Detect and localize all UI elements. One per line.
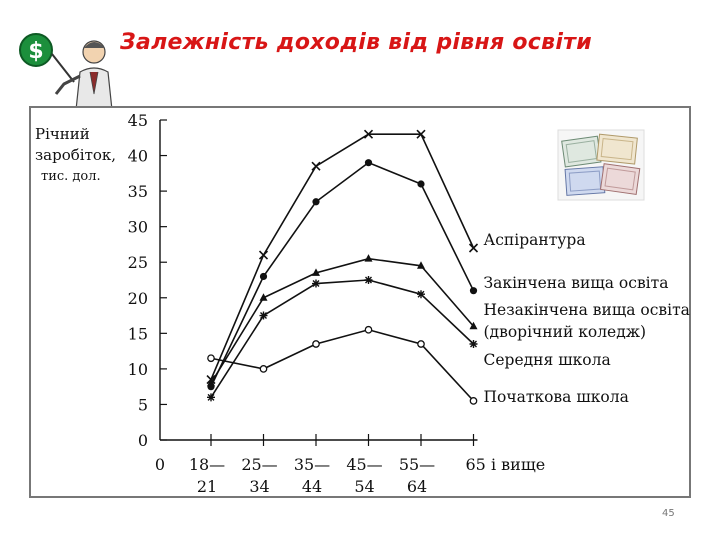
series-label-1: Аспірантура <box>484 231 586 249</box>
x-tick-label-bottom: 54 <box>354 477 374 496</box>
x-tick-label-top: 45— <box>346 455 382 474</box>
data-point-series-1 <box>258 250 269 260</box>
y-tick-label: 35 <box>128 182 148 201</box>
page-number: 45 <box>662 508 675 519</box>
series-label-3: Незакінчена вища освіта <box>484 301 690 319</box>
data-point-series-5 <box>312 340 320 348</box>
data-point-series-1 <box>363 129 374 139</box>
data-point-series-2 <box>417 180 425 188</box>
series-line-3 <box>210 257 475 384</box>
data-point-series-2 <box>469 287 478 295</box>
data-point-series-4 <box>469 340 478 348</box>
data-point-series-3 <box>259 293 268 301</box>
data-point-series-3 <box>417 261 425 269</box>
data-point-series-3 <box>364 254 373 262</box>
data-point-series-3 <box>469 321 478 330</box>
x-tick-label-top: 65 і вище <box>466 455 546 474</box>
y-axis-label-line-2: заробіток, <box>35 146 117 164</box>
x-tick-label-top: 0 <box>155 455 165 474</box>
data-point-series-4 <box>364 276 373 284</box>
x-tick-label-bottom: 21 <box>197 477 217 496</box>
data-point-series-4 <box>207 393 215 402</box>
y-tick-label: 10 <box>128 360 148 379</box>
slide-title: Залежність доходів від рівня освіти <box>120 30 592 55</box>
series-label-2: Закінчена вища освіта <box>484 274 669 292</box>
y-axis-label: Річний заробіток, тис. дол. <box>35 124 125 187</box>
y-tick-label: 0 <box>138 431 148 450</box>
y-axis-label-unit: тис. дол. <box>41 169 101 184</box>
y-tick-label: 30 <box>128 218 148 237</box>
diplomas-image <box>557 129 645 201</box>
y-tick-label: 25 <box>128 253 148 272</box>
data-point-series-1 <box>468 243 479 253</box>
data-point-series-5 <box>207 354 215 363</box>
x-tick-label-top: 35— <box>294 455 330 474</box>
y-axis-label-line-1: Річний <box>35 125 90 143</box>
data-point-series-2 <box>312 198 320 206</box>
y-tick-label: 40 <box>128 147 148 166</box>
x-tick-label-bottom: 44 <box>302 477 322 496</box>
y-tick-label: 45 <box>128 111 148 130</box>
y-tick-label: 15 <box>128 324 148 343</box>
data-point-series-5 <box>364 325 373 334</box>
series-line-1 <box>210 133 475 380</box>
data-point-series-4 <box>312 279 320 288</box>
dollar-sign: $ <box>28 39 43 64</box>
series-line-2 <box>210 161 475 388</box>
y-tick-label: 20 <box>128 289 148 308</box>
data-point-series-5 <box>417 340 425 348</box>
x-tick-label-top: 25— <box>241 455 277 474</box>
data-point-series-1 <box>416 129 426 139</box>
data-point-series-3 <box>312 268 320 276</box>
series-line-5 <box>210 328 475 402</box>
x-tick-label-bottom: 34 <box>249 477 269 496</box>
series-label-4: Середня школа <box>484 351 611 369</box>
data-point-series-2 <box>259 272 268 281</box>
x-tick-label-bottom: 64 <box>407 477 427 496</box>
y-tick-label: 5 <box>138 395 148 414</box>
data-point-series-4 <box>259 311 268 320</box>
data-point-series-4 <box>417 290 425 299</box>
data-point-series-3 <box>207 378 215 387</box>
data-point-series-1 <box>311 161 321 171</box>
x-tick-label-top: 55— <box>399 455 435 474</box>
x-tick-label-top: 18— <box>189 455 225 474</box>
series-label-5: Початкова школа <box>484 388 629 406</box>
series-label-3: (дворічний коледж) <box>484 323 647 341</box>
data-point-series-2 <box>364 159 373 167</box>
businessman-dollar-icon: $ <box>19 33 113 111</box>
data-point-series-5 <box>259 365 268 373</box>
series-line-4 <box>210 279 475 398</box>
data-point-series-5 <box>469 397 478 405</box>
